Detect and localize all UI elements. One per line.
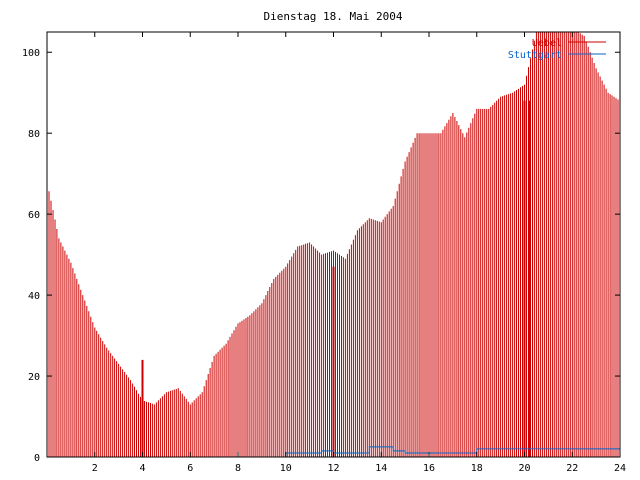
- y-tick-label: 40: [28, 291, 40, 302]
- bars-layer: [46, 32, 621, 457]
- x-tick-label: 6: [187, 463, 193, 474]
- y-tick-label: 100: [22, 48, 40, 59]
- x-tick-label: 24: [614, 463, 626, 474]
- legend-label-stuttgart: Stuttgart: [508, 50, 562, 61]
- x-tick-label: 2: [92, 463, 98, 474]
- x-tick-label: 8: [235, 463, 241, 474]
- legend-label-uebel: Uebel: [532, 38, 562, 49]
- x-tick-label: 16: [423, 463, 435, 474]
- x-tick-label: 12: [327, 463, 339, 474]
- y-tick-label: 80: [28, 129, 40, 140]
- y-tick-label: 20: [28, 372, 40, 383]
- x-tick-label: 22: [566, 463, 578, 474]
- legend: Uebel Stuttgart: [508, 38, 606, 61]
- x-tick-label: 18: [471, 463, 483, 474]
- y-tick-label: 60: [28, 210, 40, 221]
- series-line-stuttgart: [47, 446, 620, 458]
- annotation-layer: [141, 100, 531, 457]
- chart-title: Dienstag 18. Mai 2004: [263, 10, 402, 23]
- x-tick-label: 14: [375, 463, 387, 474]
- x-tick-label: 10: [280, 463, 292, 474]
- x-tick-label: 4: [139, 463, 145, 474]
- y-tick-label: 0: [34, 453, 40, 464]
- x-tick-label: 20: [518, 463, 530, 474]
